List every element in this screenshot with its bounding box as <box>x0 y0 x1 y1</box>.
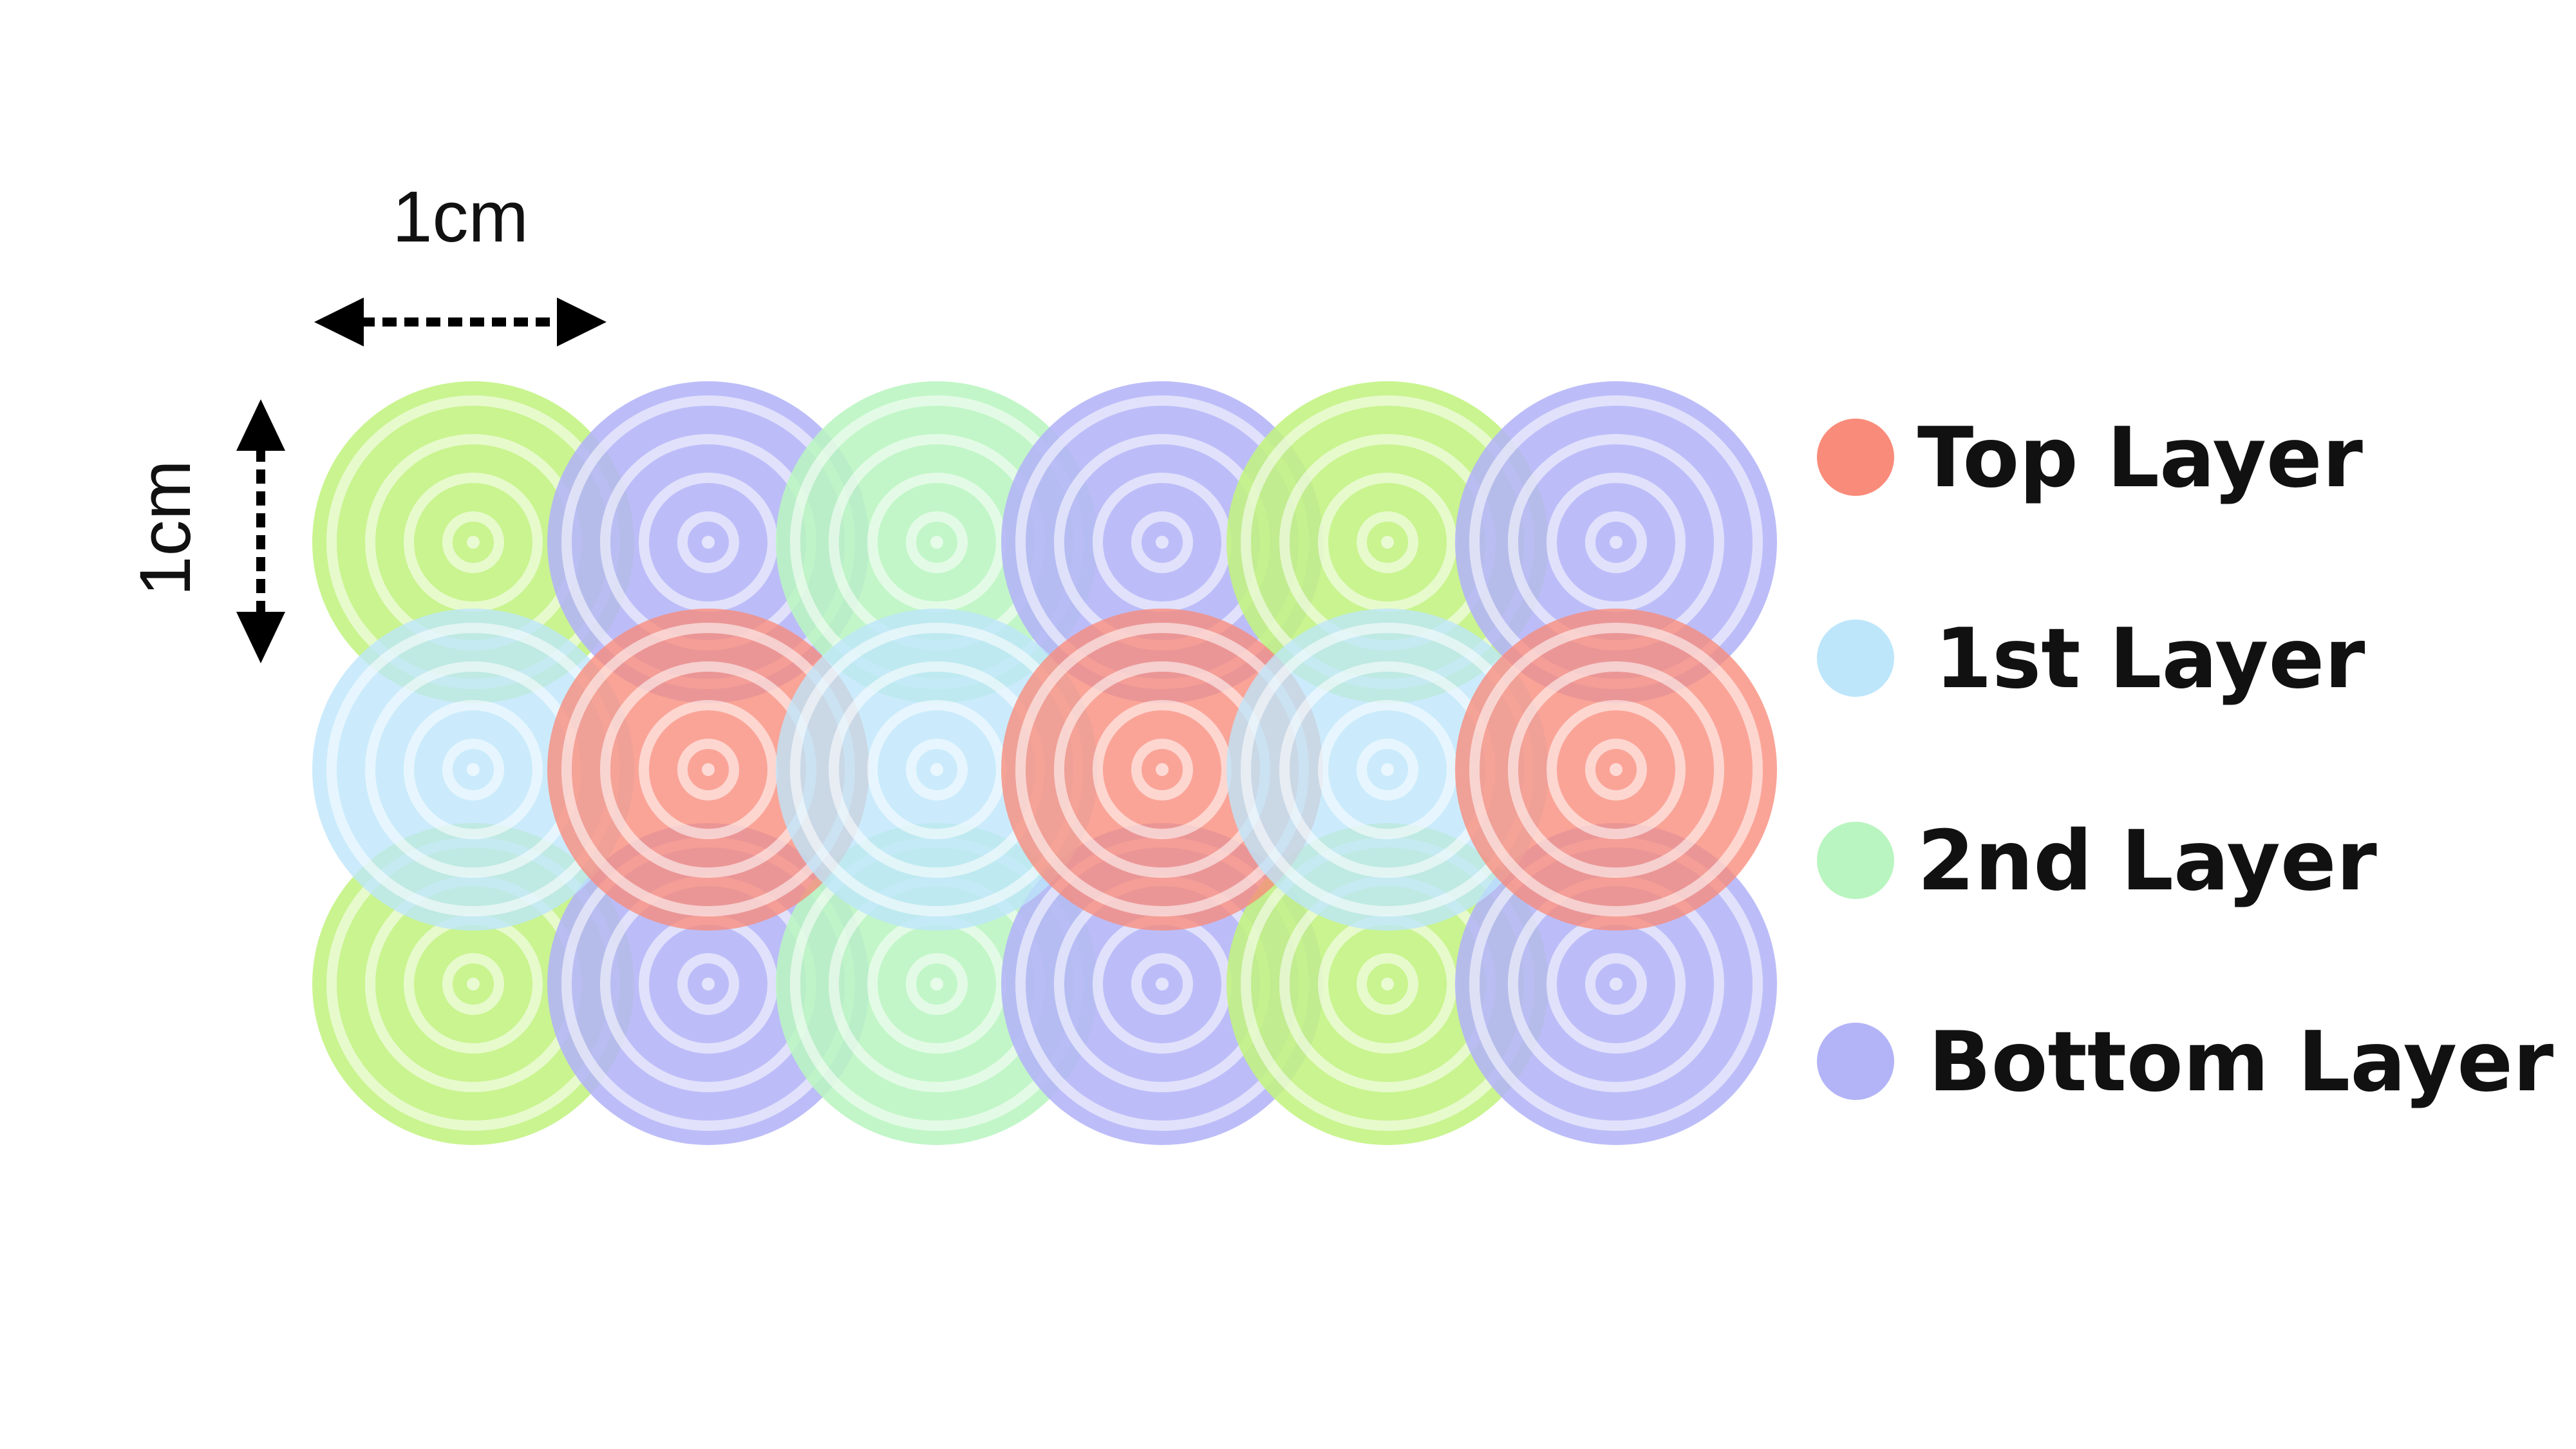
center-dot <box>1610 763 1622 776</box>
concentric-ring <box>1357 953 1418 1015</box>
legend-label: 2nd Layer <box>1917 813 2377 909</box>
concentric-ring <box>677 953 739 1015</box>
concentric-ring <box>442 511 504 573</box>
concentric-ring <box>404 700 543 839</box>
legend: Top Layer 1st Layer 2nd Layer Bottom Layer <box>1817 410 2553 1110</box>
center-dot <box>930 978 943 990</box>
legend-swatch <box>1817 620 1894 697</box>
center-dot <box>702 763 715 776</box>
concentric-ring <box>639 700 778 839</box>
concentric-ring <box>1318 473 1457 612</box>
legend-label: Bottom Layer <box>1928 1014 2553 1110</box>
center-dot <box>1156 536 1169 549</box>
legend-swatch <box>1817 822 1894 899</box>
legend-item-bottom: Bottom Layer <box>1817 1014 2553 1110</box>
concentric-ring <box>1131 511 1193 573</box>
legend-label: 1st Layer <box>1935 611 2365 707</box>
horizontal-arrowhead-right <box>557 298 606 346</box>
horizontal-dimension: 1cm <box>314 176 606 346</box>
legend-swatch <box>1817 1023 1894 1100</box>
legend-item-second: 2nd Layer <box>1817 813 2377 909</box>
concentric-ring <box>906 739 968 800</box>
center-dot <box>1610 978 1622 990</box>
center-dot <box>1156 978 1169 990</box>
concentric-ring <box>1585 739 1647 800</box>
concentric-ring <box>1585 953 1647 1015</box>
vertical-arrowhead-bottom <box>236 612 285 663</box>
legend-item-first: 1st Layer <box>1817 611 2365 707</box>
concentric-ring <box>1318 700 1457 839</box>
vertical-arrowhead-top <box>236 399 285 451</box>
horizontal-dimension-label: 1cm <box>392 176 529 257</box>
concentric-ring <box>1585 511 1647 573</box>
legend-swatch <box>1817 419 1894 496</box>
center-dot <box>930 536 943 549</box>
center-dot <box>467 978 480 990</box>
center-dot <box>1381 536 1394 549</box>
concentric-ring <box>404 473 543 612</box>
center-dot <box>467 536 480 549</box>
concentric-ring <box>677 511 739 573</box>
concentric-ring <box>1547 473 1686 612</box>
layer-circle-first-r1-c4 <box>1227 609 1548 931</box>
concentric-ring <box>906 953 968 1015</box>
concentric-ring <box>639 473 778 612</box>
layer-circle-top-r1-c5 <box>1455 609 1777 931</box>
concentric-ring <box>442 953 504 1015</box>
concentric-ring <box>677 739 739 800</box>
vertical-dimension: 1cm <box>125 399 285 663</box>
concentric-ring <box>1357 511 1418 573</box>
center-dot <box>1610 536 1622 549</box>
legend-label: Top Layer <box>1917 410 2363 506</box>
vertical-dimension-label: 1cm <box>125 460 205 596</box>
horizontal-arrowhead-left <box>314 298 364 346</box>
center-dot <box>467 763 480 776</box>
concentric-ring <box>1357 739 1418 800</box>
concentric-ring <box>1131 953 1193 1015</box>
center-dot <box>1381 978 1394 990</box>
center-dot <box>1156 763 1169 776</box>
concentric-ring <box>906 511 968 573</box>
center-dot <box>702 536 715 549</box>
legend-item-top: Top Layer <box>1817 410 2363 506</box>
circle-grid <box>312 381 1777 1145</box>
center-dot <box>930 763 943 776</box>
concentric-ring <box>1508 661 1724 878</box>
concentric-ring <box>1131 739 1193 800</box>
concentric-ring <box>442 739 504 800</box>
concentric-ring <box>1469 623 1763 916</box>
center-dot <box>1381 763 1394 776</box>
concentric-ring <box>1547 700 1686 839</box>
center-dot <box>702 978 715 990</box>
